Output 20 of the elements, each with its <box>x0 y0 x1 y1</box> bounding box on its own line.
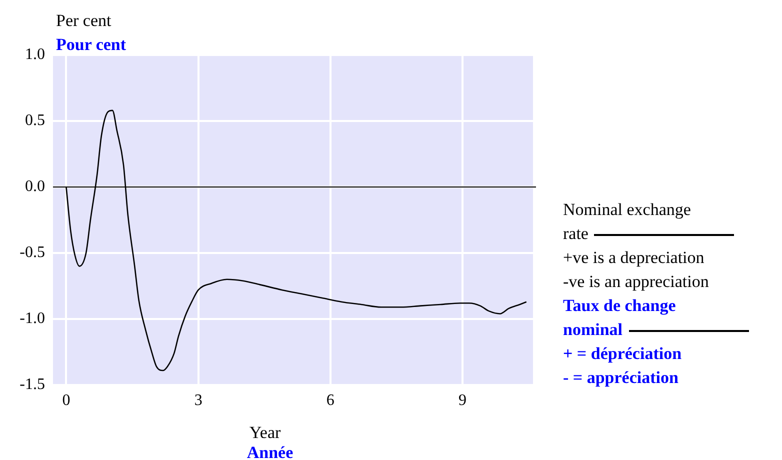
text: - = appréciation <box>563 367 680 389</box>
y-tick-label: 0.0 <box>25 178 45 196</box>
text: Année <box>246 443 294 460</box>
text: Taux de change nominal <box>563 295 677 341</box>
x-tick-label: 6 <box>326 392 334 409</box>
text: Nominal exchange rate <box>563 199 692 245</box>
y-axis-title: Per cent <box>56 11 112 30</box>
x-tick-label: 9 <box>458 392 467 409</box>
x-tick-label: 3 <box>194 392 202 409</box>
text: + = dépréciation <box>563 343 683 365</box>
x-axis-title: Year <box>249 423 281 442</box>
text: -ve is an appreciation <box>563 271 710 293</box>
text: +ve is a depreciation <box>563 247 706 269</box>
y-tick-label: -0.5 <box>20 244 45 262</box>
y-tick-label: 1.0 <box>25 46 45 64</box>
y-tick-label: -1.0 <box>20 310 45 328</box>
x-tick-label: 0 <box>62 392 70 409</box>
text: Pour cent <box>56 35 126 54</box>
y-tick-label: -1.5 <box>20 376 45 394</box>
y-tick-label: 0.5 <box>25 112 45 130</box>
